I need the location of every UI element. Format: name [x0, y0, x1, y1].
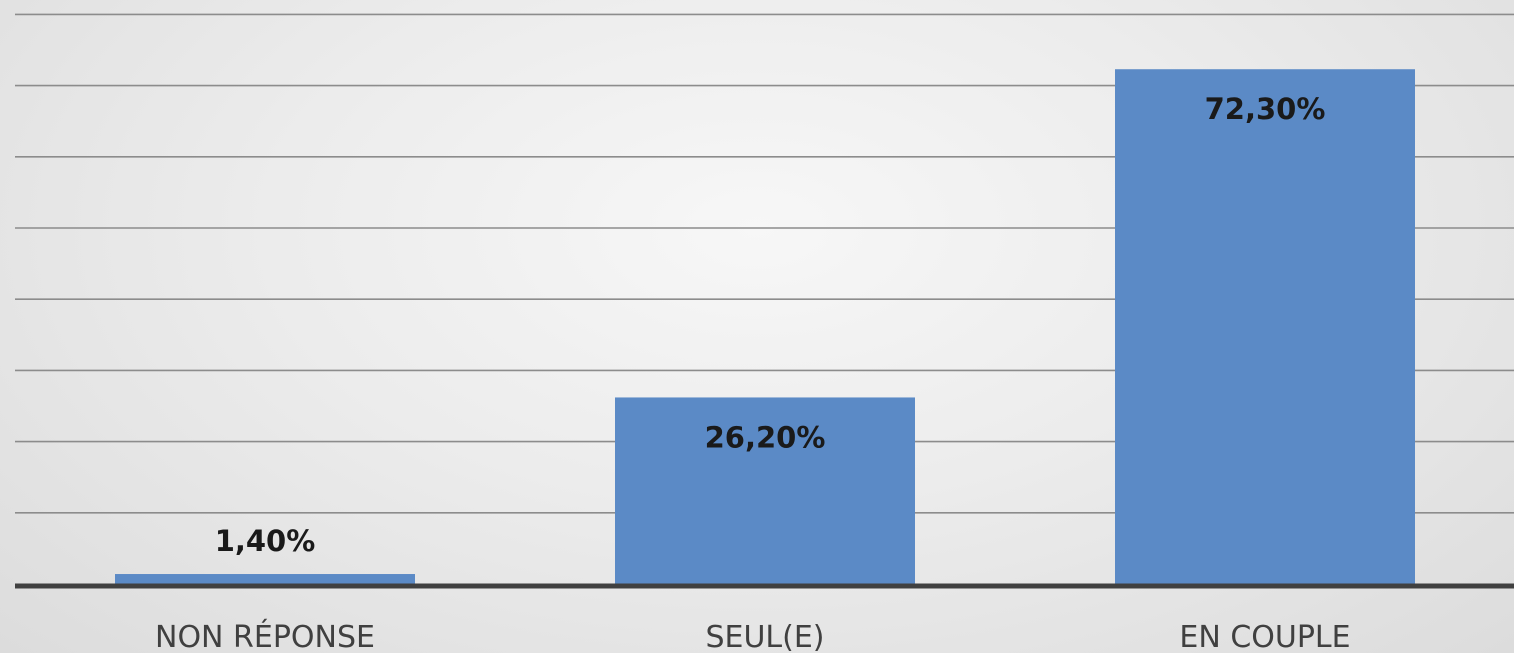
gridlines [15, 13, 1514, 514]
category-label: SEUL(E) [705, 620, 824, 653]
category-label: NON RÉPONSE [155, 619, 375, 653]
bar [615, 397, 915, 584]
bar [115, 574, 415, 584]
data-label: 1,40% [215, 524, 316, 558]
bar [1115, 69, 1415, 584]
category-label: EN COUPLE [1179, 620, 1350, 653]
bars [115, 69, 1415, 584]
data-label: 72,30% [1205, 92, 1326, 126]
data-label: 26,20% [705, 420, 826, 454]
data-labels: 1,40% 26,20% 72,30% [215, 92, 1326, 558]
category-labels: NON RÉPONSE SEUL(E) EN COUPLE [155, 619, 1351, 653]
